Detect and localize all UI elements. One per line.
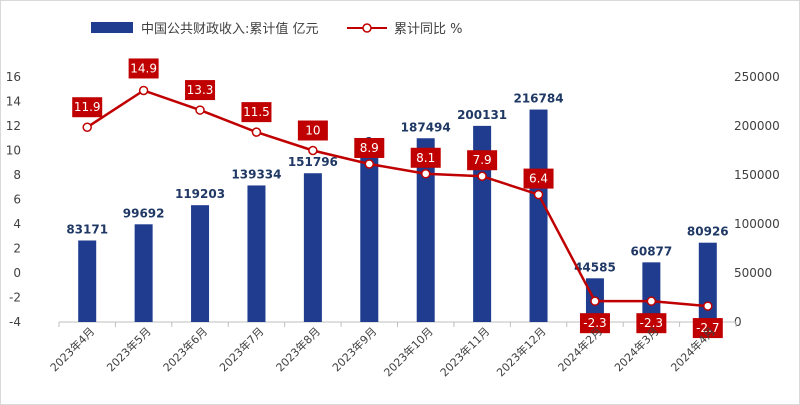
- pct-label-box: [354, 137, 385, 158]
- pct-value-label: 8.9: [360, 141, 379, 155]
- pct-value-label: 10: [305, 124, 320, 138]
- bar[interactable]: [78, 240, 97, 322]
- pct-value-label: 8.1: [416, 151, 435, 165]
- x-axis-category-label: 2023年11月: [437, 324, 492, 379]
- legend-label-line: 累计同比 %: [394, 22, 463, 37]
- pct-label-box: [128, 58, 159, 79]
- line-point[interactable]: [533, 189, 544, 200]
- pct-label-box: [692, 318, 723, 339]
- pct-value-label: 14.9: [130, 61, 157, 75]
- right-axis-tick-label: 200000: [734, 119, 780, 133]
- legend-line-marker: [362, 23, 372, 33]
- pct-label-box: [185, 80, 216, 101]
- pct-value-label: 11.5: [243, 105, 270, 119]
- pct-label-box: [72, 97, 103, 118]
- bar[interactable]: [642, 262, 661, 322]
- pct-label-box: [410, 147, 441, 168]
- line-point[interactable]: [590, 296, 600, 306]
- pct-value-label: -2.3: [583, 316, 606, 330]
- pct-label-box: [579, 313, 610, 334]
- bar-value-label: 83171: [66, 222, 108, 236]
- left-axis-tick-label: 8: [13, 168, 21, 182]
- x-axis-category-label: 2023年8月: [273, 324, 323, 374]
- legend-bar-swatch: [91, 22, 133, 33]
- pct-value-label: -2.3: [640, 316, 663, 330]
- bar[interactable]: [416, 138, 435, 322]
- left-axis-tick-label: 16: [6, 70, 21, 84]
- line-point[interactable]: [251, 127, 262, 137]
- bar[interactable]: [529, 109, 548, 322]
- x-axis-category-label: 2023年7月: [216, 324, 266, 374]
- pct-value-label: 6.4: [529, 172, 548, 186]
- line-point[interactable]: [82, 122, 92, 132]
- line-point[interactable]: [477, 171, 487, 181]
- pct-value-label: 11.9: [74, 100, 101, 114]
- x-axis-category-label: 2023年5月: [104, 324, 154, 374]
- bar-value-label: 151796: [288, 155, 338, 169]
- line-point[interactable]: [364, 159, 375, 169]
- pct-label-box: [636, 313, 667, 334]
- bar-value-label: 216784: [513, 92, 563, 106]
- bar-value-label: 60877: [631, 244, 673, 258]
- bar[interactable]: [134, 224, 153, 322]
- line-point[interactable]: [420, 169, 431, 179]
- line-point[interactable]: [138, 85, 149, 96]
- x-axis-category-label: 2023年6月: [160, 324, 210, 374]
- bar-value-label: 187494: [401, 120, 451, 134]
- bar-value-label: 44585: [574, 260, 616, 274]
- left-axis-tick-label: 2: [13, 242, 21, 256]
- left-axis-tick-label: 0: [13, 266, 21, 280]
- bar-value-label: 119203: [175, 187, 225, 201]
- bar[interactable]: [360, 152, 379, 322]
- yoy-line: [86, 89, 708, 308]
- pct-label-box: [467, 150, 498, 171]
- pct-value-label: 13.3: [187, 83, 214, 97]
- x-axis-category-label: 2023年4月: [47, 324, 97, 374]
- left-axis-tick-label: 14: [6, 95, 21, 109]
- right-axis-tick-label: 50000: [734, 266, 772, 280]
- bar[interactable]: [191, 205, 210, 322]
- legend-label-bars: 中国公共财政收入:累计值 亿元: [141, 21, 319, 37]
- x-axis-category-label: 2023年12月: [494, 324, 549, 379]
- left-axis-tick-label: -4: [9, 315, 21, 329]
- right-axis-tick-label: 150000: [734, 168, 780, 182]
- pct-label-box: [297, 120, 328, 141]
- bar-value-label: 80926: [687, 225, 729, 239]
- pct-value-label: -2.7: [696, 321, 719, 335]
- left-axis-tick-label: -2: [9, 291, 21, 305]
- line-point[interactable]: [195, 105, 205, 115]
- bar-value-label: 139334: [231, 167, 281, 181]
- bar-value-label: 99692: [123, 206, 165, 220]
- pct-label-box: [523, 168, 554, 189]
- bar[interactable]: [698, 242, 717, 322]
- right-axis-tick-label: 250000: [734, 70, 780, 84]
- pct-label-box: [241, 102, 272, 123]
- x-axis-category-label: 2023年10月: [381, 324, 436, 379]
- bar-value-label: 200131: [457, 108, 507, 122]
- bar[interactable]: [247, 185, 266, 322]
- line-point[interactable]: [308, 145, 318, 156]
- left-axis-tick-label: 4: [13, 217, 21, 231]
- right-axis-tick-label: 0: [734, 315, 742, 329]
- pct-value-label: 7.9: [473, 153, 492, 167]
- left-axis-tick-label: 10: [6, 144, 21, 158]
- left-axis-tick-label: 6: [13, 193, 21, 207]
- right-axis-tick-label: 100000: [734, 217, 780, 231]
- bar[interactable]: [303, 173, 322, 322]
- line-point[interactable]: [703, 301, 713, 311]
- x-axis-category-label: 2023年9月: [329, 324, 379, 374]
- left-axis-tick-label: 12: [6, 119, 21, 133]
- line-point[interactable]: [646, 296, 657, 306]
